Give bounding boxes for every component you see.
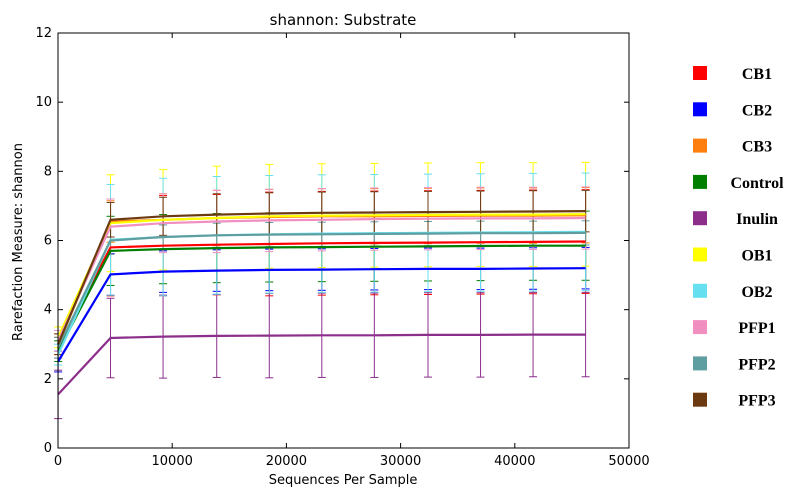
series-line-inulin [57,333,586,396]
legend-swatch-cb2 [693,102,707,117]
y-tick-label: 6 [44,234,52,249]
series-line-control [57,244,586,352]
x-tick-label: 50000 [608,454,649,469]
series-line-pfp1 [57,216,586,342]
legend-label-cb2: CB2 [742,102,772,119]
legend-label-ob2: OB2 [741,284,772,301]
legend-label-pfp1: PFP1 [738,320,775,337]
series-line-ob1 [57,213,586,338]
series-line-pfp2 [57,231,586,349]
series-line-cb2 [57,267,586,363]
x-tick-label: 0 [54,454,62,469]
legend-swatch-control [693,174,707,189]
x-tick-label: 40000 [494,454,535,469]
x-tick-label: 20000 [266,454,307,469]
plot-area: 0 10000 20000 30000 40000 50000 0 2 4 6 8 10 12 [35,26,649,469]
x-tick-label: 10000 [152,454,193,469]
x-axis-label: Sequences Per Sample [269,473,418,488]
chart-title: shannon: Substrate [270,11,417,29]
y-axis-label: Rarefaction Measure: shannon [11,143,26,341]
y-tick-label: 4 [44,303,52,318]
axes-frame [57,32,630,449]
legend-swatch-cb3 [693,138,707,153]
legend-label-ob1: OB1 [741,248,772,265]
legend-swatch-ob1 [693,247,707,262]
legend-label-cb1: CB1 [742,66,772,83]
legend-label-cb3: CB3 [742,139,772,156]
y-tick-label: 0 [44,441,52,456]
y-tick-label: 8 [44,164,52,179]
legend-label-control: Control [730,175,784,192]
legend-swatch-inulin [693,211,707,226]
y-tick-label: 10 [35,95,52,110]
legend-swatch-cb1 [693,66,707,80]
legend-label-inulin: Inulin [736,211,778,228]
legend-swatch-pfp3 [693,392,707,407]
y-tick-label: 12 [35,26,52,41]
errorbar-inulin [581,291,590,378]
legend-label-pfp3: PFP3 [738,393,775,410]
legend-swatch-pfp2 [693,356,707,371]
legend-swatch-pfp1 [693,320,707,335]
legend: CB1 CB2 CB3 Control Inulin OB1 OB2 PFP1 PFP2 PFP3 [693,66,784,410]
y-tick-label: 2 [44,372,52,387]
series-line-cb1 [57,240,586,349]
legend-swatch-ob2 [693,283,707,298]
x-tick-label: 30000 [380,454,421,469]
legend-label-pfp2: PFP2 [738,356,775,373]
series-line-pfp3 [57,210,586,345]
